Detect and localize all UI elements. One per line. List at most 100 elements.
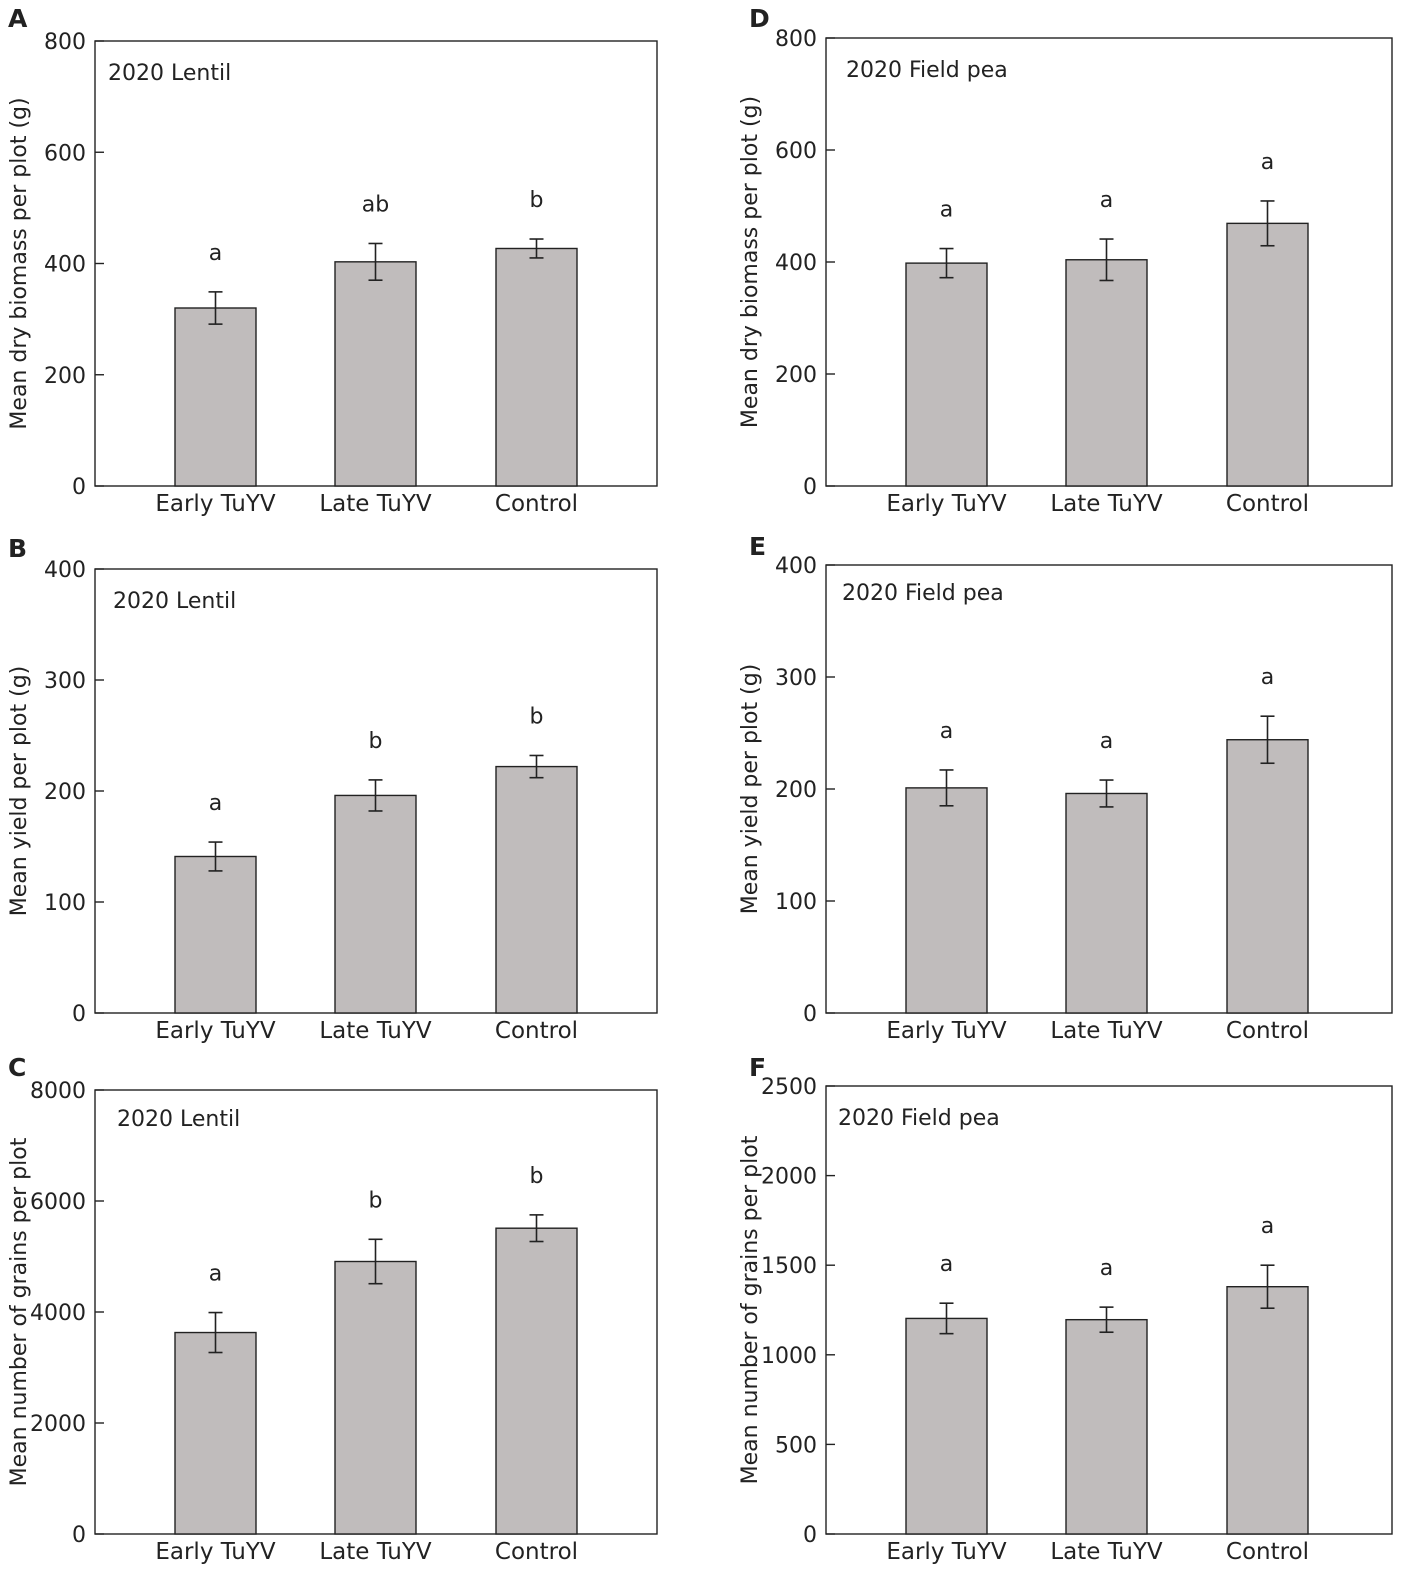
y-tick-label: 2500 <box>761 1075 817 1100</box>
y-tick-label: 200 <box>44 780 86 805</box>
panel-title: 2020 Field pea <box>846 58 1008 83</box>
y-axis-title: Mean yield per plot (g) <box>738 664 763 915</box>
error-bar <box>368 242 383 281</box>
y-tick-label: 300 <box>44 669 86 694</box>
panel-title: 2020 Field pea <box>838 1106 1000 1131</box>
panel-d: D 0 200 400 600 800 Mean dry biomass per plot … <box>738 4 1393 517</box>
bar <box>905 262 988 487</box>
significance-letter: b <box>369 729 383 754</box>
y-tick-label: 0 <box>803 1523 817 1548</box>
y-tick-label: 200 <box>775 363 817 388</box>
panel-letter: B <box>8 534 27 563</box>
error-bar <box>208 291 223 325</box>
bar <box>1226 739 1309 1014</box>
category-label: Control <box>495 1539 578 1565</box>
panel-f: F 0 500 1000 1500 2000 2500 Mean number of grai… <box>738 1053 1393 1565</box>
significance-letter: a <box>209 1262 222 1287</box>
y-tick-label: 0 <box>72 475 86 500</box>
category-label: Late TuYV <box>319 1018 432 1044</box>
significance-letter: a <box>940 198 953 223</box>
y-axis-title: Mean number of grains per plot <box>7 1137 32 1486</box>
category-label: Early TuYV <box>886 1539 1007 1565</box>
category-label: Early TuYV <box>155 1018 276 1044</box>
y-tick-label: 500 <box>775 1433 817 1458</box>
category-label: Control <box>495 491 578 517</box>
y-tick-label: 200 <box>775 778 817 803</box>
error-bar <box>1260 200 1275 247</box>
bar <box>495 1227 578 1535</box>
bar <box>174 307 257 487</box>
error-bar <box>939 1302 954 1335</box>
category-label: Control <box>1226 1539 1309 1565</box>
bar <box>1065 792 1148 1014</box>
y-tick-label: 800 <box>775 27 817 52</box>
bar <box>495 247 578 487</box>
significance-letter: a <box>1261 150 1274 175</box>
y-tick-label: 1500 <box>761 1254 817 1279</box>
y-tick-label: 2000 <box>30 1412 86 1437</box>
error-bar <box>1099 1306 1114 1334</box>
bar <box>334 794 417 1014</box>
category-label: Control <box>495 1018 578 1044</box>
significance-letter: b <box>369 1188 383 1213</box>
y-axis-title: Mean dry biomass per plot (g) <box>7 97 32 429</box>
y-tick-label: 4000 <box>30 1301 86 1326</box>
category-label: Early TuYV <box>886 1018 1007 1044</box>
significance-letter: a <box>1261 1214 1274 1239</box>
significance-letter: b <box>530 188 544 213</box>
bar <box>1226 222 1309 487</box>
y-tick-label: 400 <box>44 558 86 583</box>
panel-title: 2020 Field pea <box>842 581 1004 606</box>
significance-letter: b <box>530 1164 544 1189</box>
panel-letter: C <box>8 1053 26 1082</box>
error-bar <box>1099 238 1114 282</box>
y-tick-label: 0 <box>803 1002 817 1027</box>
y-tick-label: 800 <box>44 30 86 55</box>
panel-letter: F <box>749 1053 766 1082</box>
y-tick-label: 1000 <box>761 1344 817 1369</box>
y-tick-label: 200 <box>44 364 86 389</box>
bar <box>174 855 257 1014</box>
y-tick-label: 400 <box>775 251 817 276</box>
bar <box>905 1317 988 1535</box>
significance-letter: a <box>209 241 222 266</box>
category-label: Early TuYV <box>155 491 276 517</box>
y-tick-label: 600 <box>775 139 817 164</box>
bar <box>1226 1286 1309 1535</box>
panel-letter: E <box>749 532 766 561</box>
y-tick-label: 400 <box>775 554 817 579</box>
category-label: Control <box>1226 1018 1309 1044</box>
y-tick-label: 0 <box>72 1002 86 1027</box>
y-tick-label: 8000 <box>30 1079 86 1104</box>
category-label: Control <box>1226 491 1309 517</box>
category-label: Early TuYV <box>886 491 1007 517</box>
panel-letter: A <box>8 4 28 33</box>
y-tick-label: 400 <box>44 253 86 278</box>
category-label: Late TuYV <box>1050 1018 1163 1044</box>
bar <box>1065 1318 1148 1535</box>
y-tick-label: 2000 <box>761 1165 817 1190</box>
significance-letter: a <box>209 791 222 816</box>
significance-letter: a <box>940 719 953 744</box>
significance-letter: a <box>1100 188 1113 213</box>
panel-e: E 0 100 200 300 400 Mean yield per plot (g) 202… <box>738 532 1393 1044</box>
panel-title: 2020 Lentil <box>108 61 231 86</box>
error-bar <box>939 247 954 279</box>
y-tick-label: 0 <box>72 1523 86 1548</box>
significance-letter: b <box>530 704 544 729</box>
y-tick-label: 6000 <box>30 1190 86 1215</box>
significance-letter: a <box>1100 1256 1113 1281</box>
error-bar <box>368 779 383 812</box>
significance-letter: ab <box>362 192 389 217</box>
category-label: Late TuYV <box>1050 491 1163 517</box>
error-bar <box>939 769 954 807</box>
y-tick-label: 0 <box>803 475 817 500</box>
y-tick-label: 600 <box>44 141 86 166</box>
panel-a: A 0 200 400 600 800 Mean dry biomass per plot … <box>7 4 658 517</box>
y-tick-label: 100 <box>775 890 817 915</box>
y-axis-title: Mean yield per plot (g) <box>7 666 32 917</box>
error-bar <box>208 1311 223 1354</box>
y-axis-title: Mean dry biomass per plot (g) <box>738 96 763 428</box>
error-bar <box>208 841 223 872</box>
